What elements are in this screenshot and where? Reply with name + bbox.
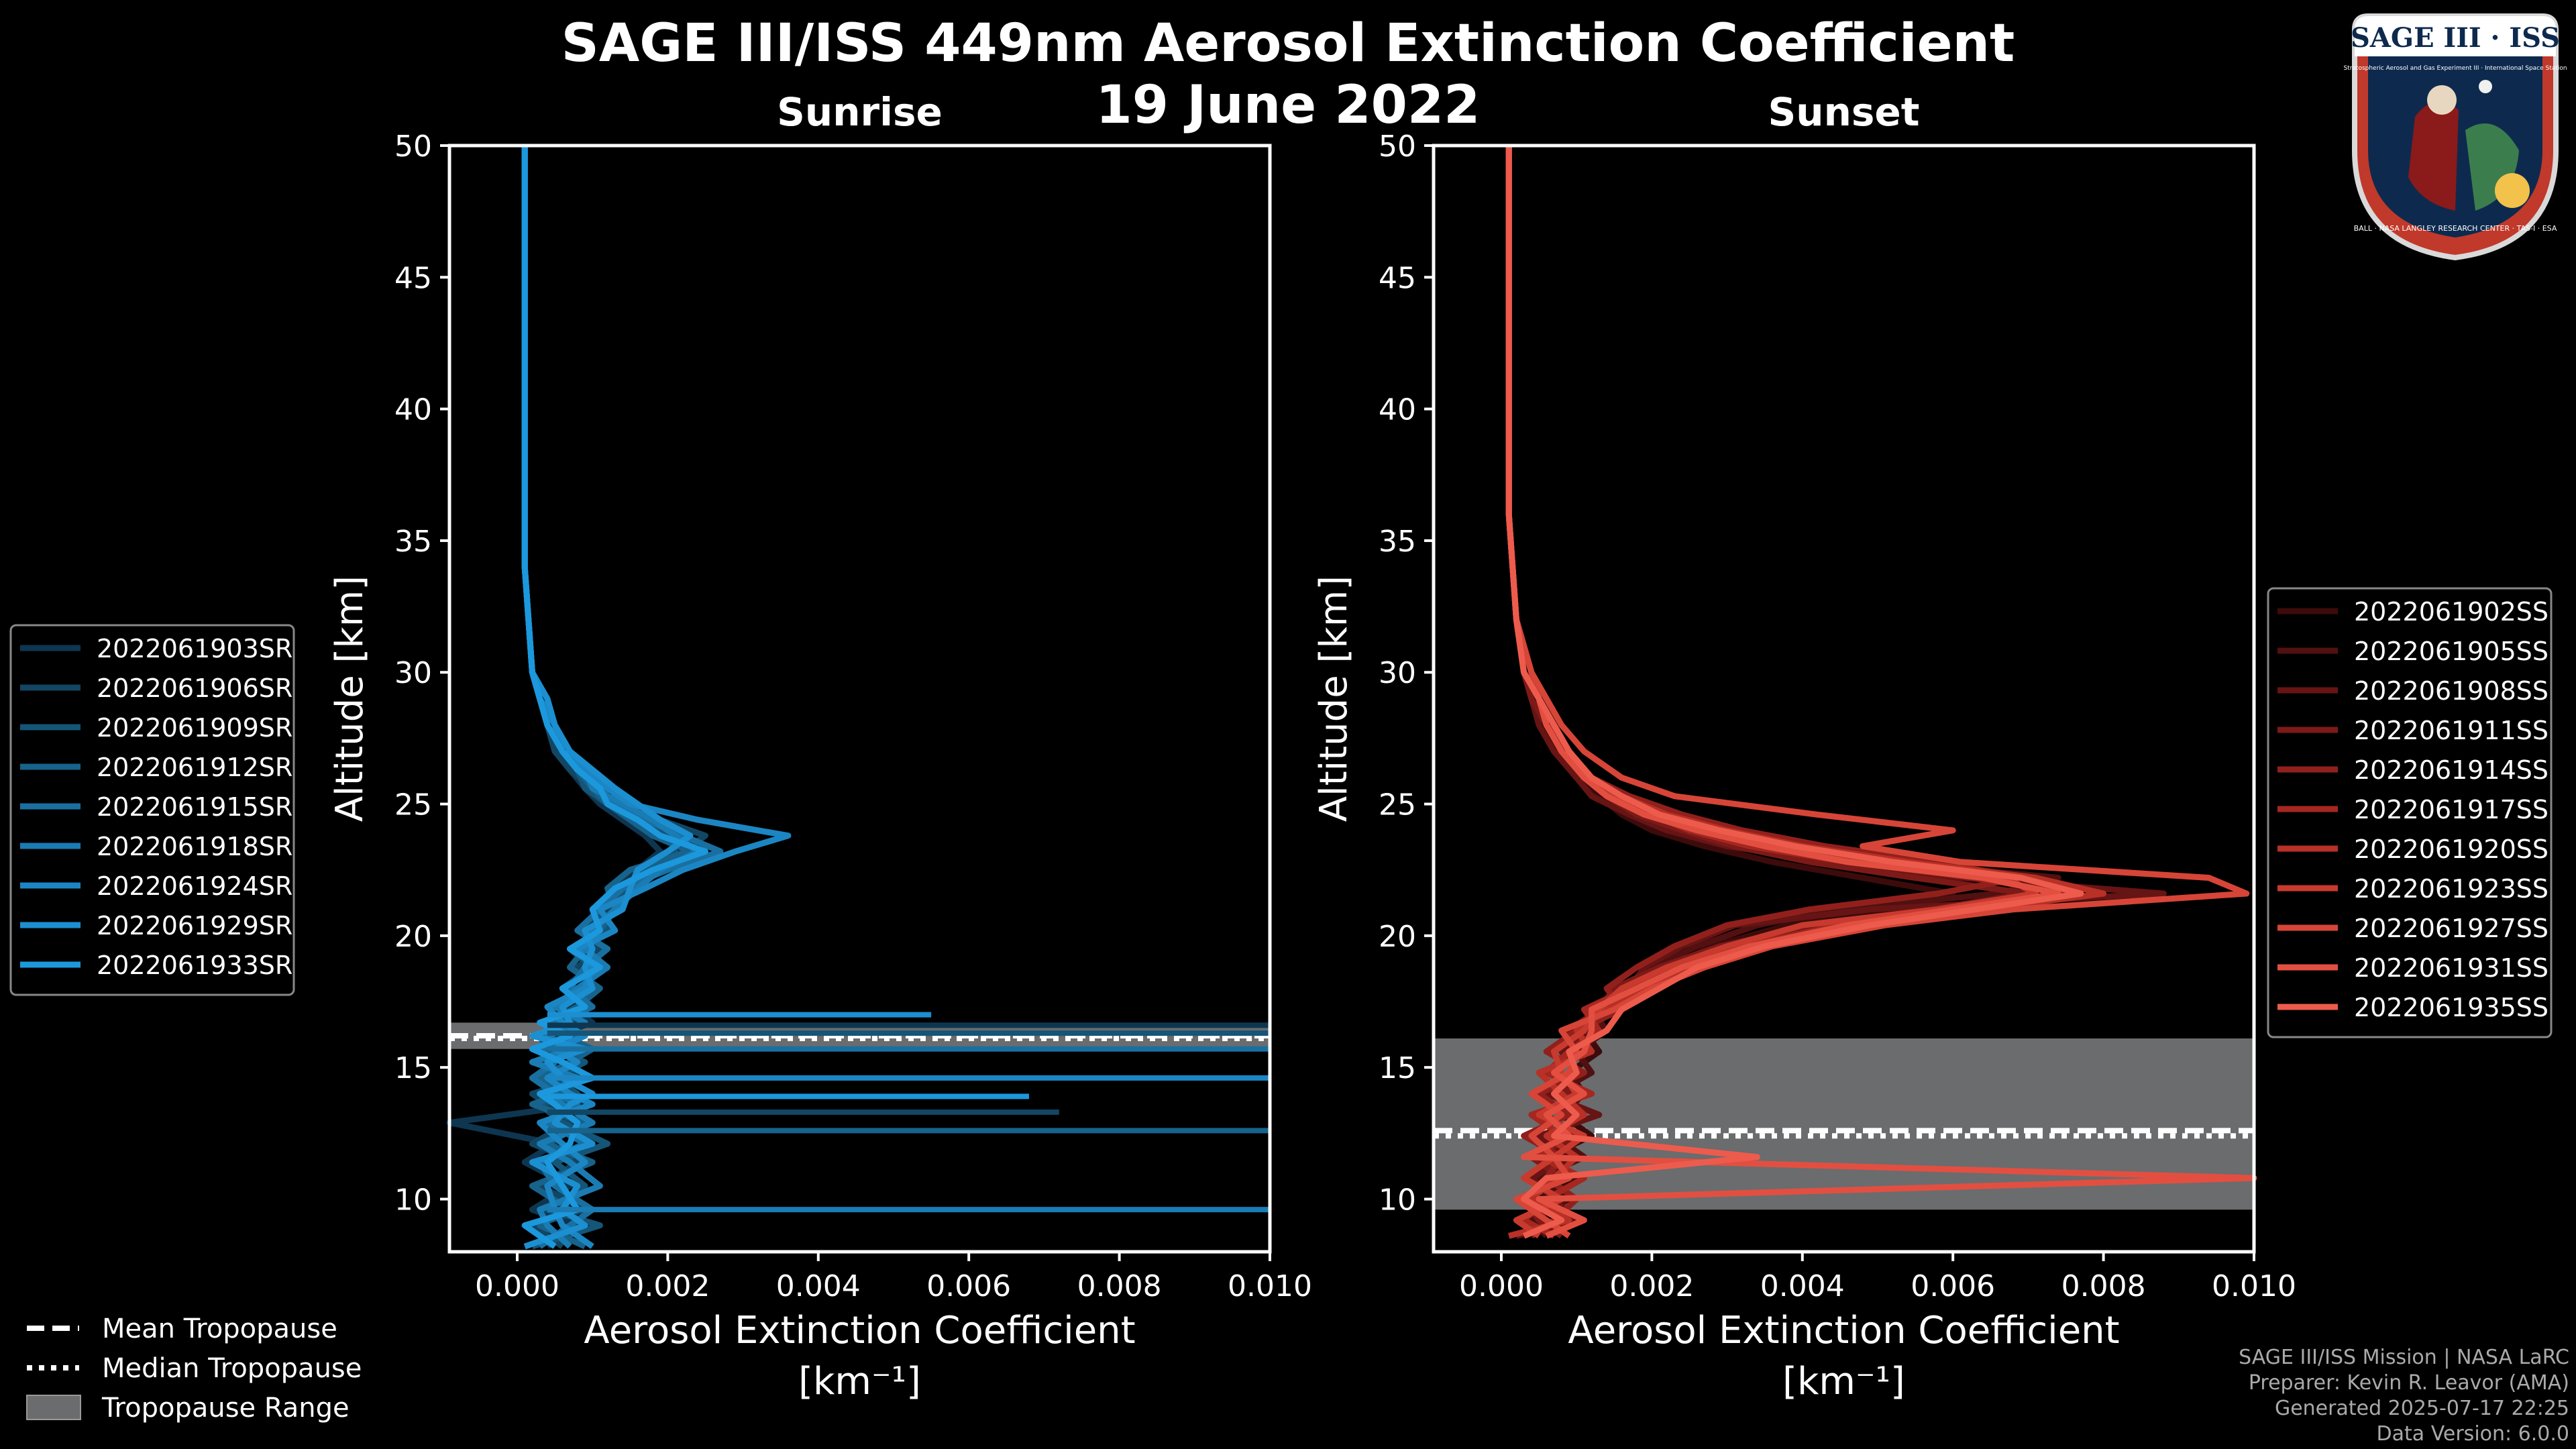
panel-title-sunset: Sunset (1768, 89, 1920, 135)
x-axis-label: Aerosol Extinction Coefficient (584, 1309, 1135, 1352)
legend-label: 2022061906SR (97, 674, 292, 703)
legend-label-range: Tropopause Range (101, 1393, 350, 1424)
x-tick-label: 0.006 (1911, 1269, 1995, 1303)
x-axis-unit: [km⁻¹] (1782, 1360, 1905, 1403)
legend-box-sunset (2267, 587, 2553, 1038)
legend-label: 2022061911SS (2354, 716, 2548, 745)
figure-title: SAGE III/ISS 449nm Aerosol Extinction Co… (561, 13, 2015, 74)
x-tick-label: 0.006 (926, 1269, 1011, 1303)
legend-swatch-range (26, 1395, 81, 1420)
x-tick-label: 0.010 (2212, 1269, 2296, 1303)
y-tick-label: 25 (394, 788, 432, 822)
plot-frame (1432, 144, 2256, 1254)
legend-label: 2022061920SS (2354, 835, 2548, 864)
panel-title-sunrise: Sunrise (777, 89, 943, 135)
legend-label: 2022061908SS (2354, 676, 2548, 706)
y-tick-label: 40 (1379, 393, 1416, 427)
legend-label: 2022061914SS (2354, 755, 2548, 785)
series-line-2022061935SS (1505, 146, 2084, 1239)
x-tick-label: 0.008 (1077, 1269, 1162, 1303)
x-tick-label: 0.004 (776, 1269, 861, 1303)
legend-label: 2022061931SS (2354, 953, 2548, 983)
x-axis-unit: [km⁻¹] (798, 1360, 921, 1403)
x-tick-label: 0.004 (1760, 1269, 1845, 1303)
y-tick-label: 45 (1379, 261, 1416, 295)
credit-generated: Generated 2025-07-17 22:25 (2274, 1397, 2569, 1420)
legend-label: 2022061923SS (2354, 874, 2548, 904)
y-axis-label: Altitude [km] (328, 576, 372, 822)
legend-box-sunrise (9, 624, 295, 996)
y-tick-label: 30 (1379, 656, 1416, 690)
credits: SAGE III/ISS Mission | NASA LaRC Prepare… (2239, 1345, 2569, 1447)
x-tick-label: 0.008 (2061, 1269, 2146, 1303)
legend-label: 2022061915SR (97, 792, 292, 822)
legend-label: 2022061927SS (2354, 914, 2548, 943)
legend-label: 2022061903SR (97, 634, 292, 663)
legend-label: 2022061924SR (97, 871, 292, 901)
x-tick-label: 0.000 (1459, 1269, 1544, 1303)
legend-label: 2022061912SR (97, 753, 292, 782)
sun-icon (2495, 173, 2530, 208)
figure-date: 19 June 2022 (1095, 75, 1481, 136)
legend-label: 2022061918SR (97, 832, 292, 861)
legend-label: 2022061917SS (2354, 795, 2548, 824)
y-tick-label: 15 (1379, 1051, 1416, 1085)
logo-subtitle: Stratospheric Aerosol and Gas Experiment… (2343, 65, 2567, 72)
logo-ring-text: BALL · NASA LANGLEY RESEARCH CENTER · TA… (2354, 224, 2557, 233)
series-line-2022061933SR (521, 146, 708, 1249)
y-tick-label: 40 (394, 393, 432, 427)
y-tick-label: 35 (394, 525, 432, 559)
y-tick-label: 15 (394, 1051, 432, 1085)
credit-version: Data Version: 6.0.0 (2376, 1422, 2569, 1446)
logo-name: SAGE III · ISS (2351, 22, 2560, 54)
legend-label: 2022061935SS (2354, 993, 2548, 1022)
legend-label: 2022061905SS (2354, 637, 2548, 666)
legend-label-median: Median Tropopause (102, 1353, 362, 1384)
plot-frame (447, 144, 1272, 1254)
y-tick-label: 10 (394, 1183, 432, 1217)
sage-iii-iss-logo: SAGE III · ISS BALL · NASA LANGLEY RESEA… (2343, 13, 2567, 261)
credit-mission: SAGE III/ISS Mission | NASA LaRC (2239, 1346, 2569, 1369)
legend-label: 2022061902SS (2354, 597, 2548, 627)
x-tick-label: 0.002 (1609, 1269, 1694, 1303)
x-tick-label: 0.000 (475, 1269, 559, 1303)
legend-label-mean: Mean Tropopause (102, 1313, 337, 1344)
y-tick-label: 25 (1379, 788, 1416, 822)
legend-label: 2022061909SR (97, 713, 292, 743)
y-axis-label: Altitude [km] (1312, 576, 1356, 822)
y-tick-label: 50 (1379, 129, 1416, 164)
y-tick-label: 50 (394, 129, 432, 164)
y-tick-label: 20 (394, 920, 432, 954)
y-tick-label: 45 (394, 261, 432, 295)
y-tick-label: 35 (1379, 525, 1416, 559)
x-tick-label: 0.002 (625, 1269, 710, 1303)
legend-label: 2022061933SR (97, 951, 292, 980)
legend-label: 2022061929SR (97, 911, 292, 941)
astronomer-figure-icon (2427, 85, 2457, 115)
credit-preparer: Preparer: Kevin R. Leavor (AMA) (2248, 1371, 2569, 1395)
x-tick-label: 0.010 (1228, 1269, 1312, 1303)
x-axis-label: Aerosol Extinction Coefficient (1568, 1309, 2119, 1352)
y-tick-label: 20 (1379, 920, 1416, 954)
y-tick-label: 30 (394, 656, 432, 690)
y-tick-label: 10 (1379, 1183, 1416, 1217)
